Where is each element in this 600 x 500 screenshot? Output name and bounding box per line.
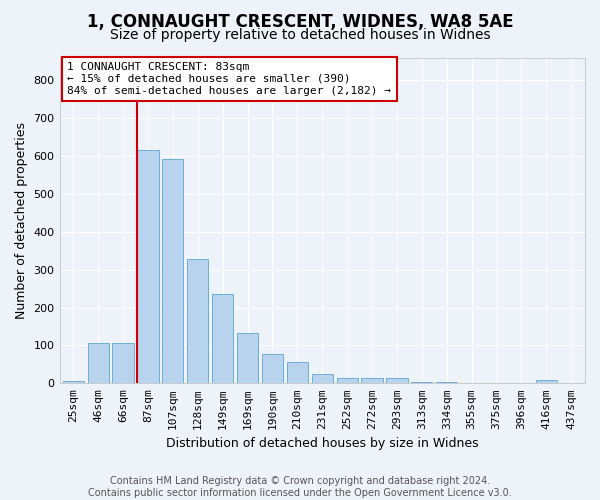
X-axis label: Distribution of detached houses by size in Widnes: Distribution of detached houses by size … [166, 437, 479, 450]
Bar [411, 382, 433, 384]
Bar [88, 343, 109, 384]
Y-axis label: Number of detached properties: Number of detached properties [15, 122, 28, 319]
Bar [112, 343, 134, 384]
Bar [137, 150, 158, 384]
Bar [536, 380, 557, 384]
Bar [62, 380, 84, 384]
Bar [337, 378, 358, 384]
Bar [187, 259, 208, 384]
Bar [361, 378, 383, 384]
Bar [287, 362, 308, 384]
Text: Contains HM Land Registry data © Crown copyright and database right 2024.
Contai: Contains HM Land Registry data © Crown c… [88, 476, 512, 498]
Bar [162, 159, 184, 384]
Bar [386, 378, 407, 384]
Text: 1, CONNAUGHT CRESCENT, WIDNES, WA8 5AE: 1, CONNAUGHT CRESCENT, WIDNES, WA8 5AE [86, 12, 514, 30]
Text: Size of property relative to detached houses in Widnes: Size of property relative to detached ho… [110, 28, 490, 42]
Bar [262, 354, 283, 384]
Bar [237, 333, 258, 384]
Bar [311, 374, 333, 384]
Text: 1 CONNAUGHT CRESCENT: 83sqm
← 15% of detached houses are smaller (390)
84% of se: 1 CONNAUGHT CRESCENT: 83sqm ← 15% of det… [67, 62, 391, 96]
Bar [436, 382, 457, 384]
Bar [212, 294, 233, 384]
